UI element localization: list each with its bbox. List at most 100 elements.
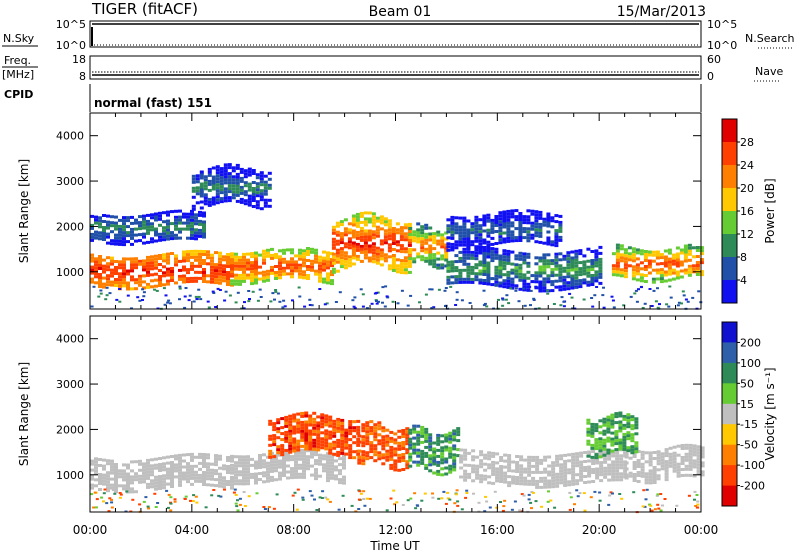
data-cell [318,267,322,271]
data-cell [490,242,495,246]
data-cell [696,500,700,503]
data-cell [504,298,508,301]
data-cell [428,226,433,230]
data-cell [365,424,370,428]
data-cell [190,218,194,222]
data-cell [432,441,437,445]
data-cell [389,439,394,443]
data-cell [267,183,272,187]
data-cell [440,254,445,258]
data-cell [114,490,118,493]
data-cell [490,230,495,234]
data-cell [486,279,491,283]
data-cell [527,467,532,471]
data-cell [668,446,673,450]
data-cell [431,492,434,495]
data-cell [683,247,688,251]
data-cell [598,257,603,261]
data-cell [454,231,459,235]
data-cell [619,274,624,278]
data-cell [633,292,637,295]
data-cell [534,500,538,503]
data-cell [546,221,551,225]
data-cell [142,241,146,245]
data-cell [650,509,654,512]
data-cell [136,296,140,299]
data-cell [182,280,186,284]
data-cell [696,506,700,509]
data-cell [507,475,512,479]
data-cell [547,479,552,483]
data-cell [627,252,632,256]
data-cell [490,236,495,240]
data-cell [322,463,326,467]
data-cell [102,220,106,223]
data-cell [575,452,580,456]
data-cell [491,466,496,470]
data-cell [466,250,471,254]
data-cell [498,226,503,230]
data-cell [667,272,672,276]
data-cell [578,249,583,253]
data-cell [602,453,607,457]
data-cell [199,173,204,177]
data-cell [412,239,417,243]
data-cell [466,219,471,223]
data-cell [282,257,286,261]
data-cell [198,452,202,456]
data-cell [207,197,212,201]
data-cell [688,446,693,450]
data-cell [363,241,368,245]
data-cell [432,247,437,251]
data-cell [518,233,523,236]
data-cell [262,453,266,457]
data-cell [238,264,242,268]
data-cell [369,450,374,454]
data-cell [534,222,539,226]
data-cell [612,306,616,309]
colorbar-segment [722,342,737,364]
data-cell [482,252,487,255]
data-cell [178,298,181,301]
data-cell [408,239,413,242]
data-cell [598,440,603,444]
data-cell [114,242,118,246]
data-cell [652,451,657,454]
data-cell [413,492,417,495]
data-cell [339,223,344,227]
data-cell [343,266,348,270]
data-cell [519,464,524,468]
data-cell [570,274,575,278]
data-cell [483,456,488,460]
data-cell [194,276,198,280]
data-cell [131,498,135,501]
data-cell [594,426,599,430]
data-cell [371,260,376,264]
data-cell [607,463,612,467]
data-cell [428,469,433,473]
data-cell [94,218,98,222]
data-cell [547,455,552,459]
data-cell [250,252,254,256]
data-cell [663,270,668,274]
data-cell [358,490,362,493]
data-cell [224,290,228,293]
data-cell [206,250,210,254]
data-cell [263,198,268,202]
data-cell [195,297,199,300]
data-cell [515,467,520,470]
data-cell [359,492,363,495]
colorbar-segment [722,211,737,235]
data-cell [130,227,134,231]
data-cell [122,472,126,476]
data-cell [335,248,340,252]
data-cell [632,464,637,467]
data-cell [684,443,689,447]
data-cell [611,273,616,277]
data-cell [527,498,531,501]
data-cell [207,167,212,171]
data-cell [351,244,356,248]
data-cell [550,219,555,223]
data-cell [538,256,543,260]
data-cell [238,464,242,468]
